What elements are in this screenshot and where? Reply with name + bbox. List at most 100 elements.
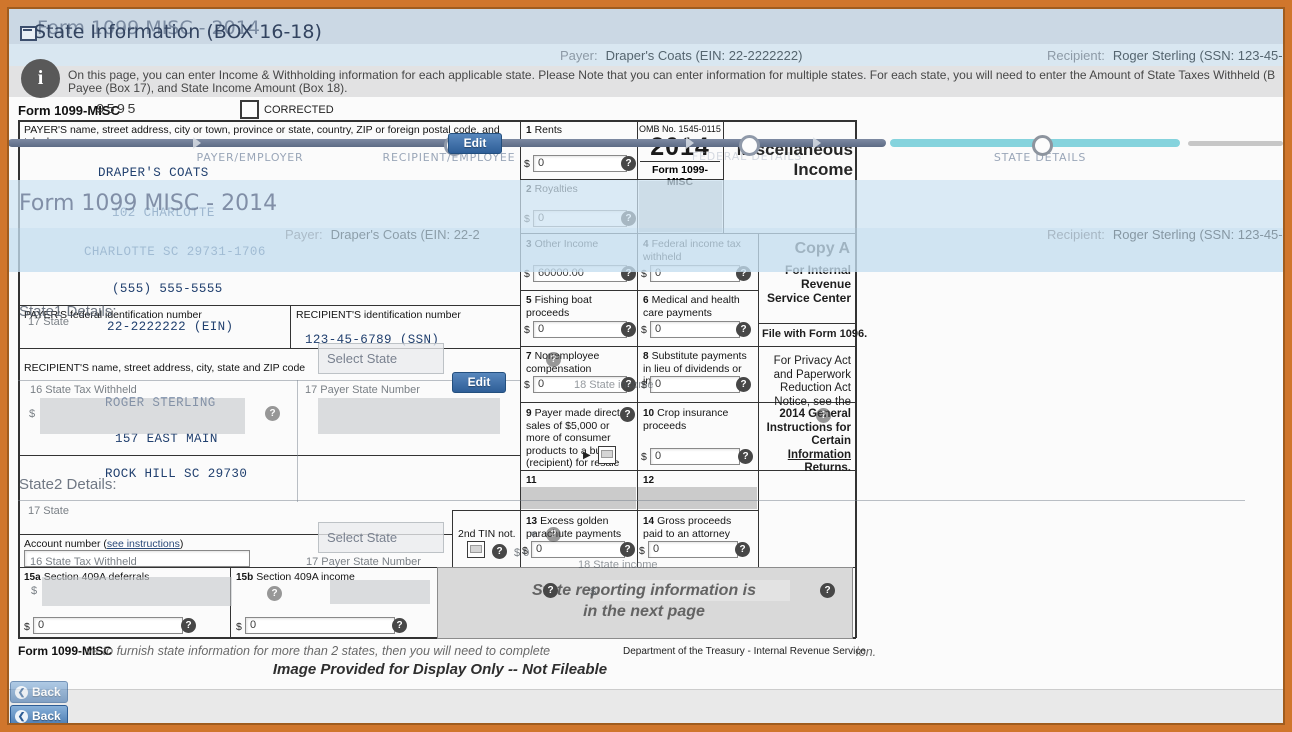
box9-help-icon[interactable]: ? (620, 407, 635, 422)
box10-help-icon[interactable]: ? (738, 449, 753, 464)
ghost-page-title: Form 1099 MISC - 2014 (37, 17, 260, 39)
ghost-box17-state: 17 State (28, 316, 69, 328)
wizard-step-payer[interactable]: PAYER/EMPLOYER (196, 151, 304, 164)
box4-fed-tax-input[interactable]: 0 (650, 265, 740, 282)
box9-checkbox[interactable] (598, 446, 616, 464)
ghost-state1-tax-input[interactable] (40, 398, 245, 434)
see-instructions-link[interactable]: see instructions (106, 538, 180, 550)
recipient-street-value[interactable]: 157 EAST MAIN (115, 432, 218, 446)
notice-help-icon[interactable]: ? (820, 583, 835, 598)
ghost-payer-line: Payer: Draper's Coats (EIN: 22-2 (285, 227, 480, 242)
box5-help-icon[interactable]: ? (621, 322, 636, 337)
tin-help-icon[interactable]: ? (492, 544, 507, 559)
payer-label: Payer: (560, 48, 598, 63)
dollar-sign: $ (641, 268, 647, 280)
corrected-checkbox[interactable] (240, 100, 259, 119)
recipient-name-label: RECIPIENT'S name, street address, city, … (24, 362, 306, 374)
box2-help-icon[interactable]: ? (621, 211, 636, 226)
box13-golden-input[interactable]: 0 (531, 541, 625, 558)
copy-a-title: Copy A (794, 240, 850, 257)
ghost-state2-number-input[interactable] (330, 580, 430, 604)
ghost-back-button: ❮ Back (10, 681, 68, 703)
wizard-step-state[interactable]: STATE DETAILS (993, 151, 1087, 164)
dollar-sign: $ (641, 451, 647, 463)
ghost-state2-tax-input[interactable] (42, 577, 232, 606)
dollar-sign: $ (524, 158, 530, 170)
box14-help-icon[interactable]: ? (735, 542, 750, 557)
ghost-box17-label: 17 Payer State Number (305, 384, 420, 396)
general-instructions: 2014 General Instructions for Certain In… (766, 408, 851, 474)
dollar-sign: $ (524, 213, 530, 225)
wizard-step-circle-state[interactable] (1032, 135, 1053, 156)
box4-help-icon[interactable]: ? (736, 266, 751, 281)
box2-royalties-input[interactable]: 0 (533, 210, 627, 227)
edit-recipient-button[interactable]: Edit (448, 133, 502, 154)
tax-year: 2014 (650, 133, 710, 161)
chevron-right-icon (813, 137, 827, 149)
dollar-sign: $ (24, 621, 30, 633)
dollar-sign: $ (524, 379, 530, 391)
box15b-input[interactable]: 0 (245, 617, 395, 634)
box7-help-icon[interactable]: ? (621, 377, 636, 392)
select-state-dropdown-2[interactable] (318, 522, 444, 553)
box6-help-icon[interactable]: ? (736, 322, 751, 337)
payer-recipient-bar (0, 44, 1292, 66)
dollar-sign: $ (639, 545, 645, 557)
box3-other-income-input[interactable]: 60000.00 (533, 265, 627, 282)
account-number-input[interactable] (24, 550, 250, 567)
payer-fed-id-value[interactable]: 22-2222222 (EIN) (107, 320, 234, 334)
payer-name-value[interactable]: DRAPER'S COATS (98, 166, 209, 180)
box15a-input[interactable]: 0 (33, 617, 183, 634)
payer-fed-id-label: PAYER'S federal identification number (24, 309, 202, 321)
dollar-sign: $ (522, 545, 528, 557)
box14-label: 14 Gross proceeds paid to an attorney (643, 515, 732, 540)
box10-label: 10 Crop insurance proceeds (643, 407, 729, 432)
box15b-help-icon[interactable]: ? (392, 618, 407, 633)
edit-state-button[interactable]: Edit (452, 372, 506, 393)
footer-dept: Department of the Treasury - Internal Re… (623, 646, 866, 657)
ghost-dollar: $ (590, 586, 597, 598)
info-icon: i (21, 59, 60, 98)
dollar-sign: $ (641, 324, 647, 336)
recipient-city-value[interactable]: ROCK HILL SC 29730 (105, 467, 248, 481)
ghost-help-icon: ? (546, 352, 561, 367)
box10-crop-input[interactable]: 0 (650, 448, 740, 465)
select-state-dropdown-1[interactable] (318, 343, 444, 374)
recipient-summary: Recipient: Roger Sterling (SSN: 123-45-67… (1047, 48, 1285, 63)
select-state-text: Select State (327, 530, 398, 545)
tin-checkbox[interactable] (467, 541, 485, 558)
form-name-label: Form 1099-MISC (18, 103, 120, 118)
tin-label: 2nd TIN not. (458, 528, 516, 540)
box13-help-icon[interactable]: ? (620, 542, 635, 557)
payer-phone-value[interactable]: (555) 555-5555 (112, 282, 223, 296)
chevron-right-icon (686, 137, 700, 149)
wizard-step-recipient[interactable]: RECIPIENT/EMPLOYEE (382, 151, 516, 164)
box5-fishing-input[interactable]: 0 (533, 321, 627, 338)
omb-number: OMB No. 1545-0115 (639, 124, 721, 134)
file-with-1096: File with Form 1096. (762, 328, 868, 340)
wizard-step-circle-federal[interactable] (739, 135, 760, 156)
payer-city-value[interactable]: CHARLOTTE SC 29731-1706 (84, 245, 266, 259)
ghost-state1-number-input[interactable] (318, 398, 500, 434)
box1-label: 1 Rents (526, 124, 562, 136)
wizard-step-federal[interactable]: FEDERAL DETAILS (691, 150, 803, 163)
box7-nonemployee-input[interactable]: 0 (533, 376, 627, 393)
privacy-notice: For Privacy Act and Paperwork Reduction … (773, 355, 851, 408)
box13-label: 13 Excess golden parachute payments (526, 515, 622, 540)
back-button[interactable]: ❮ Back (10, 705, 68, 727)
box14-attorney-input[interactable]: 0 (648, 541, 738, 558)
notice-help-icon[interactable]: ? (543, 583, 558, 598)
box15a-help-icon[interactable]: ? (181, 618, 196, 633)
box8-substitute-input[interactable]: 0 (650, 376, 740, 393)
info-text: On this page, you can enter Income & Wit… (68, 69, 1283, 95)
box8-help-icon[interactable]: ? (736, 377, 751, 392)
payer-value: Draper's Coats (EIN: 22-2222222) (605, 48, 803, 63)
box1-help-icon[interactable]: ? (621, 156, 636, 171)
ghost-footer-sentence: ve to furnish state information for more… (86, 644, 551, 658)
ghost-recipient-line: Recipient: Roger Sterling (SSN: 123-45-67 (1047, 227, 1285, 242)
box3-help-icon[interactable]: ? (621, 266, 636, 281)
box1-rents-input[interactable]: 0 (533, 155, 627, 172)
box6-medical-input[interactable]: 0 (650, 321, 740, 338)
footer-form-name: Form 1099-MISC (18, 644, 113, 658)
ghost-box17-state-2: 17 State (28, 505, 69, 517)
